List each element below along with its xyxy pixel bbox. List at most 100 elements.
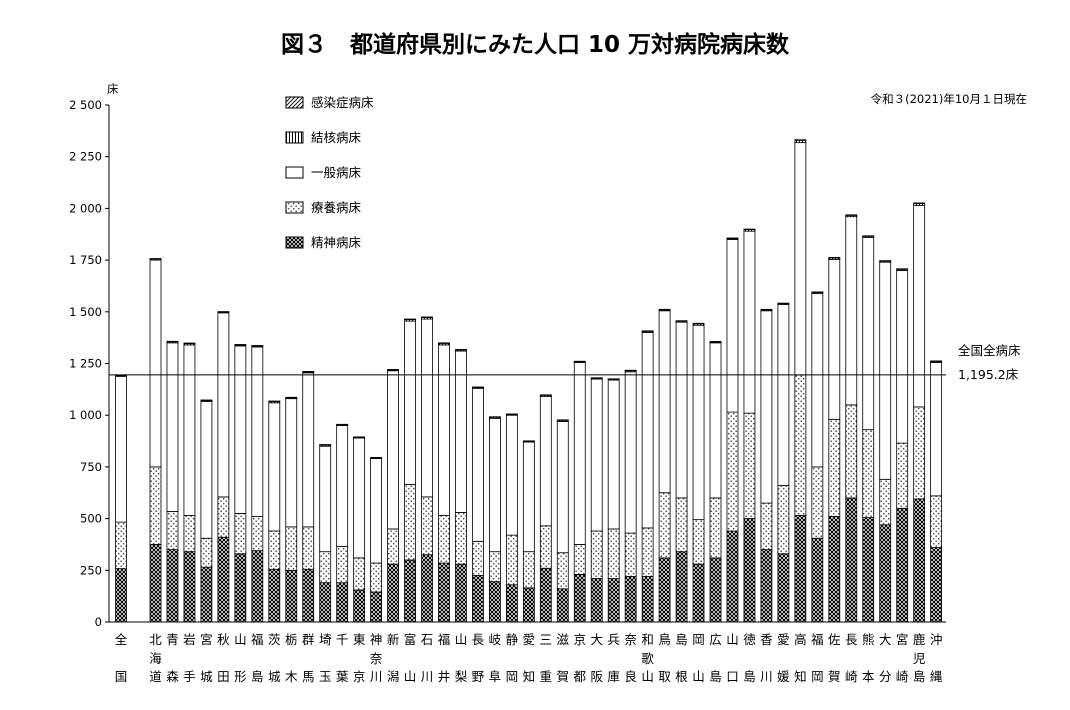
x-label-char: 新 (387, 632, 400, 647)
seg-psychiatric (777, 553, 790, 623)
bar-群馬 (302, 371, 315, 623)
x-label-char: 本 (862, 669, 875, 684)
x-label-char: 長 (472, 632, 485, 647)
seg-infectious (149, 258, 162, 260)
seg-psychiatric (709, 557, 722, 623)
bar-埼玉 (319, 444, 332, 623)
x-label-char: 島 (913, 669, 926, 684)
seg-long-term (234, 513, 247, 555)
bar-沖縄 (930, 360, 943, 623)
seg-psychiatric (930, 547, 943, 623)
seg-general (896, 270, 909, 444)
seg-general (607, 379, 620, 530)
reference-label-line1: 全国全病床 (958, 343, 1021, 358)
seg-psychiatric (302, 568, 315, 623)
seg-long-term (149, 466, 162, 545)
x-label-char: 口 (726, 669, 739, 684)
seg-general (353, 437, 366, 559)
y-tick-label: 750 (80, 460, 102, 474)
seg-psychiatric (488, 581, 501, 623)
seg-psychiatric (251, 550, 264, 623)
seg-long-term (251, 516, 264, 552)
bar-佐賀 (828, 257, 841, 623)
x-label-char: 京 (353, 669, 366, 684)
x-label-char: 岐 (489, 632, 502, 647)
seg-psychiatric (828, 516, 841, 623)
bar-愛知 (522, 440, 535, 623)
x-label-char: 福 (438, 632, 451, 647)
seg-psychiatric (370, 591, 383, 623)
x-label-char: 山 (692, 669, 705, 684)
seg-psychiatric (353, 589, 366, 623)
seg-long-term (743, 412, 756, 519)
x-label-char: 馬 (302, 669, 315, 684)
x-label-char: 井 (438, 669, 451, 684)
bar-大分 (879, 260, 892, 623)
bar-三重 (539, 394, 552, 623)
x-label-char: 大 (879, 632, 892, 647)
x-label-char: 山 (726, 632, 739, 647)
seg-general (760, 310, 773, 504)
seg-general (370, 458, 383, 564)
x-label-char: 埼 (319, 632, 332, 647)
x-label-char: 滋 (557, 632, 570, 647)
seg-psychiatric (200, 566, 213, 623)
seg-infectious (488, 416, 501, 418)
x-label-char: 群 (302, 632, 315, 647)
seg-psychiatric (862, 517, 875, 623)
seg-long-term (438, 515, 450, 564)
x-label-char: 奈 (624, 632, 637, 647)
seg-psychiatric (590, 578, 603, 623)
bar-香川 (760, 308, 773, 623)
legend-swatch (285, 166, 304, 179)
seg-psychiatric (421, 554, 433, 623)
seg-general (234, 345, 247, 514)
seg-infectious (590, 377, 603, 379)
y-axis: 0 250 500 750 1 000 1 250 1 500 1 750 2 000 2 250… (69, 98, 946, 629)
seg-general (336, 425, 349, 547)
y-tick-label: 1 250 (69, 357, 102, 371)
seg-infectious (624, 369, 637, 372)
seg-psychiatric (505, 584, 518, 623)
seg-psychiatric (556, 588, 569, 623)
bar-和歌山 (641, 330, 654, 623)
seg-infectious (522, 440, 535, 442)
seg-long-term (658, 492, 671, 559)
seg-infectious (404, 318, 416, 321)
bar-秋田 (217, 311, 230, 623)
x-label-char: 潟 (387, 669, 400, 684)
seg-long-term (556, 552, 569, 590)
x-label-char: 茨 (268, 632, 281, 647)
seg-psychiatric (794, 515, 807, 623)
y-tick-label: 0 (95, 615, 102, 629)
seg-infectious (641, 330, 654, 332)
x-label-char: 川 (370, 669, 383, 684)
seg-general (115, 375, 127, 523)
seg-long-term (387, 528, 399, 565)
x-label-char: 野 (472, 669, 485, 684)
seg-general (302, 372, 315, 528)
seg-long-term (794, 374, 807, 516)
seg-infectious (387, 368, 399, 371)
x-label-char: 島 (251, 669, 264, 684)
x-label-char: 形 (234, 669, 247, 684)
seg-psychiatric (743, 518, 756, 623)
seg-long-term (115, 521, 127, 570)
seg-infectious (913, 202, 926, 204)
bar-岐阜 (488, 416, 501, 623)
bar-広島 (709, 341, 722, 623)
seg-infectious (251, 345, 264, 347)
y-tick-label: 2 250 (69, 150, 102, 164)
seg-long-term (336, 546, 349, 584)
bar-高知 (794, 139, 807, 623)
seg-psychiatric (879, 524, 892, 623)
x-label-char: 重 (540, 669, 553, 684)
bar-千葉 (336, 423, 349, 623)
seg-long-term (607, 528, 620, 579)
bar-富山 (404, 318, 416, 623)
x-label-char: 石 (421, 632, 434, 647)
seg-long-term (285, 526, 298, 571)
seg-general (556, 421, 569, 554)
seg-general (862, 236, 875, 431)
x-label-char: 田 (217, 669, 230, 684)
